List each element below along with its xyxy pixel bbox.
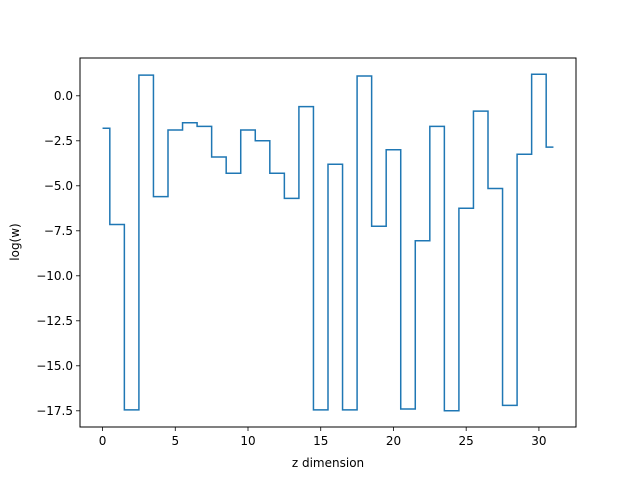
y-tick-label: −17.5 <box>36 404 73 418</box>
x-tick-label: 20 <box>386 434 401 448</box>
y-tick-label: −5.0 <box>44 179 73 193</box>
y-axis-label: log(w) <box>8 223 22 260</box>
y-tick-label: −12.5 <box>36 314 73 328</box>
y-tick-label: −2.5 <box>44 134 73 148</box>
y-tick-label: −7.5 <box>44 224 73 238</box>
y-tick-label: −10.0 <box>36 269 73 283</box>
x-tick-label: 25 <box>459 434 474 448</box>
x-tick-label: 0 <box>99 434 107 448</box>
x-tick-label: 30 <box>531 434 546 448</box>
y-axis-ticks: 0.0 −2.5 −5.0 −7.5 −10.0 −12.5 −15.0 −17.5 <box>36 89 80 418</box>
y-tick-label: −15.0 <box>36 359 73 373</box>
x-axis-ticks: 0 5 10 15 20 25 30 <box>99 427 547 448</box>
plot-area <box>102 73 554 412</box>
axes-frame <box>79 57 577 428</box>
x-tick-label: 10 <box>240 434 255 448</box>
x-tick-label: 5 <box>171 434 179 448</box>
x-axis-label: z dimension <box>292 456 364 470</box>
series-line-0 <box>102 73 554 412</box>
y-tick-label: 0.0 <box>54 89 73 103</box>
x-tick-label: 15 <box>313 434 328 448</box>
